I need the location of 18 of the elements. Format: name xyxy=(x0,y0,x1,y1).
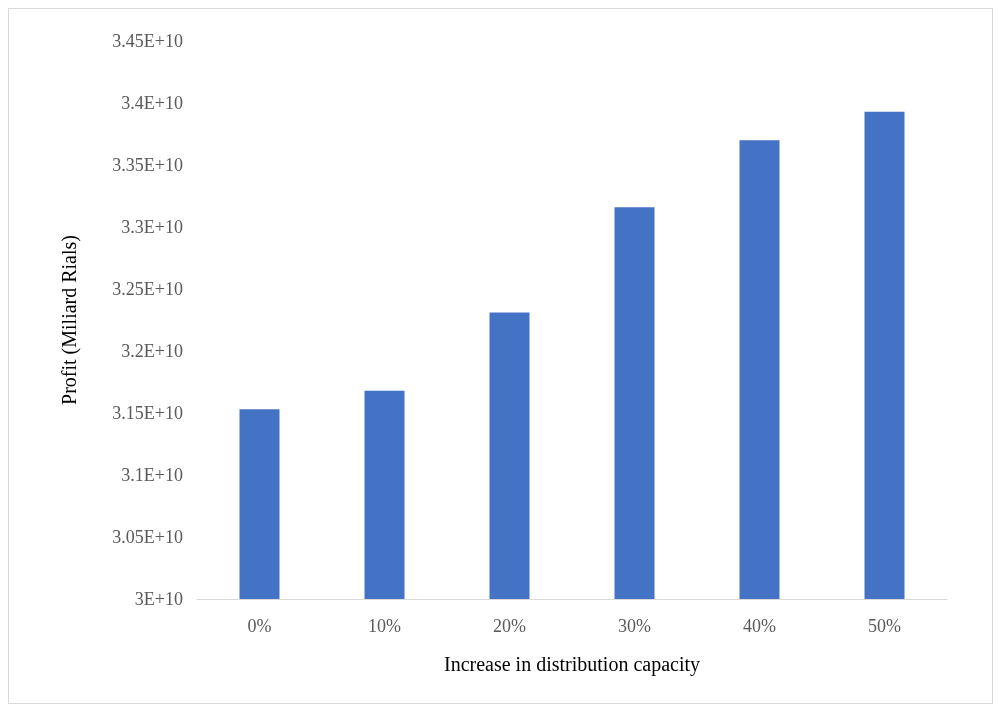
y-axis-title: Profit (Miliard Rials) xyxy=(58,235,81,405)
y-tick-label: 3.35E+10 xyxy=(112,155,183,175)
y-tick-label: 3.05E+10 xyxy=(112,527,183,547)
x-tick-label: 30% xyxy=(618,616,651,636)
x-tick-label: 50% xyxy=(868,616,901,636)
y-tick-label: 3E+10 xyxy=(134,589,183,609)
y-tick-label: 3.1E+10 xyxy=(121,465,183,485)
y-tick-label: 3.4E+10 xyxy=(121,93,183,113)
y-tick-label: 3.25E+10 xyxy=(112,279,183,299)
x-axis-title: Increase in distribution capacity xyxy=(443,653,701,676)
x-tick-label: 0% xyxy=(247,616,272,636)
y-tick-label: 3.2E+10 xyxy=(121,341,183,361)
y-tick-label: 3.15E+10 xyxy=(112,403,183,423)
y-tick-label: 3.45E+10 xyxy=(112,31,183,51)
x-tick-label: 40% xyxy=(743,616,776,636)
x-tick-label: 10% xyxy=(368,616,401,636)
y-tick-label: 3.3E+10 xyxy=(121,217,183,237)
x-tick-label: 20% xyxy=(493,616,526,636)
